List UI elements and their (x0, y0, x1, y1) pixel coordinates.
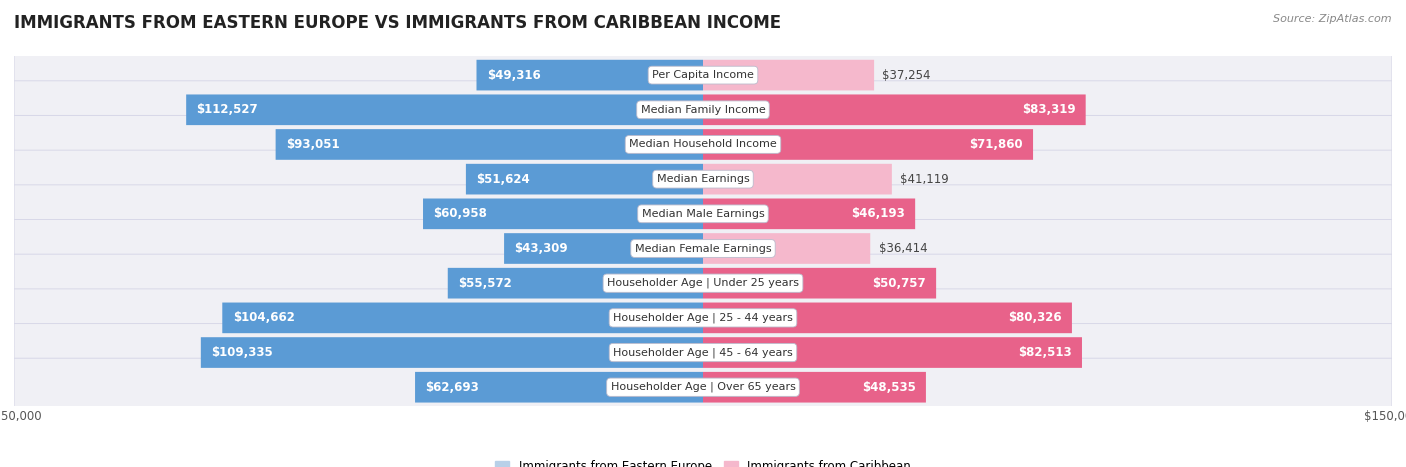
FancyBboxPatch shape (14, 115, 1392, 173)
Text: Source: ZipAtlas.com: Source: ZipAtlas.com (1274, 14, 1392, 24)
FancyBboxPatch shape (14, 219, 1392, 277)
Text: $51,624: $51,624 (477, 173, 530, 186)
FancyBboxPatch shape (505, 233, 703, 264)
Text: $36,414: $36,414 (879, 242, 927, 255)
Text: $109,335: $109,335 (211, 346, 273, 359)
FancyBboxPatch shape (415, 372, 703, 403)
FancyBboxPatch shape (703, 303, 1071, 333)
Text: Median Household Income: Median Household Income (628, 140, 778, 149)
FancyBboxPatch shape (201, 337, 703, 368)
Text: Median Female Earnings: Median Female Earnings (634, 243, 772, 254)
Text: $55,572: $55,572 (458, 276, 512, 290)
Text: Householder Age | Under 25 years: Householder Age | Under 25 years (607, 278, 799, 289)
Text: $43,309: $43,309 (515, 242, 568, 255)
FancyBboxPatch shape (465, 164, 703, 194)
Text: $80,326: $80,326 (1008, 311, 1062, 325)
FancyBboxPatch shape (447, 268, 703, 298)
Text: $104,662: $104,662 (232, 311, 294, 325)
FancyBboxPatch shape (14, 358, 1392, 416)
FancyBboxPatch shape (222, 303, 703, 333)
Text: $83,319: $83,319 (1022, 103, 1076, 116)
FancyBboxPatch shape (703, 372, 927, 403)
Text: $62,693: $62,693 (426, 381, 479, 394)
FancyBboxPatch shape (14, 254, 1392, 312)
Text: Median Male Earnings: Median Male Earnings (641, 209, 765, 219)
FancyBboxPatch shape (703, 233, 870, 264)
FancyBboxPatch shape (186, 94, 703, 125)
Text: $41,119: $41,119 (900, 173, 949, 186)
Text: $46,193: $46,193 (851, 207, 905, 220)
FancyBboxPatch shape (703, 268, 936, 298)
Text: Householder Age | Over 65 years: Householder Age | Over 65 years (610, 382, 796, 392)
Text: $60,958: $60,958 (433, 207, 488, 220)
Text: $37,254: $37,254 (883, 69, 931, 82)
FancyBboxPatch shape (14, 150, 1392, 208)
FancyBboxPatch shape (703, 164, 891, 194)
FancyBboxPatch shape (477, 60, 703, 91)
Legend: Immigrants from Eastern Europe, Immigrants from Caribbean: Immigrants from Eastern Europe, Immigran… (491, 455, 915, 467)
Text: $50,757: $50,757 (872, 276, 925, 290)
Text: $82,513: $82,513 (1018, 346, 1071, 359)
Text: Per Capita Income: Per Capita Income (652, 70, 754, 80)
Text: $93,051: $93,051 (285, 138, 340, 151)
FancyBboxPatch shape (423, 198, 703, 229)
Text: IMMIGRANTS FROM EASTERN EUROPE VS IMMIGRANTS FROM CARIBBEAN INCOME: IMMIGRANTS FROM EASTERN EUROPE VS IMMIGR… (14, 14, 782, 32)
FancyBboxPatch shape (703, 337, 1083, 368)
Text: $49,316: $49,316 (486, 69, 540, 82)
FancyBboxPatch shape (14, 81, 1392, 139)
FancyBboxPatch shape (276, 129, 703, 160)
FancyBboxPatch shape (14, 324, 1392, 382)
FancyBboxPatch shape (14, 185, 1392, 243)
FancyBboxPatch shape (14, 289, 1392, 347)
FancyBboxPatch shape (14, 46, 1392, 104)
Text: Householder Age | 25 - 44 years: Householder Age | 25 - 44 years (613, 312, 793, 323)
FancyBboxPatch shape (703, 94, 1085, 125)
FancyBboxPatch shape (703, 60, 875, 91)
FancyBboxPatch shape (703, 198, 915, 229)
Text: Median Family Income: Median Family Income (641, 105, 765, 115)
Text: $48,535: $48,535 (862, 381, 915, 394)
Text: $112,527: $112,527 (197, 103, 259, 116)
Text: Median Earnings: Median Earnings (657, 174, 749, 184)
Text: $71,860: $71,860 (969, 138, 1022, 151)
FancyBboxPatch shape (703, 129, 1033, 160)
Text: Householder Age | 45 - 64 years: Householder Age | 45 - 64 years (613, 347, 793, 358)
